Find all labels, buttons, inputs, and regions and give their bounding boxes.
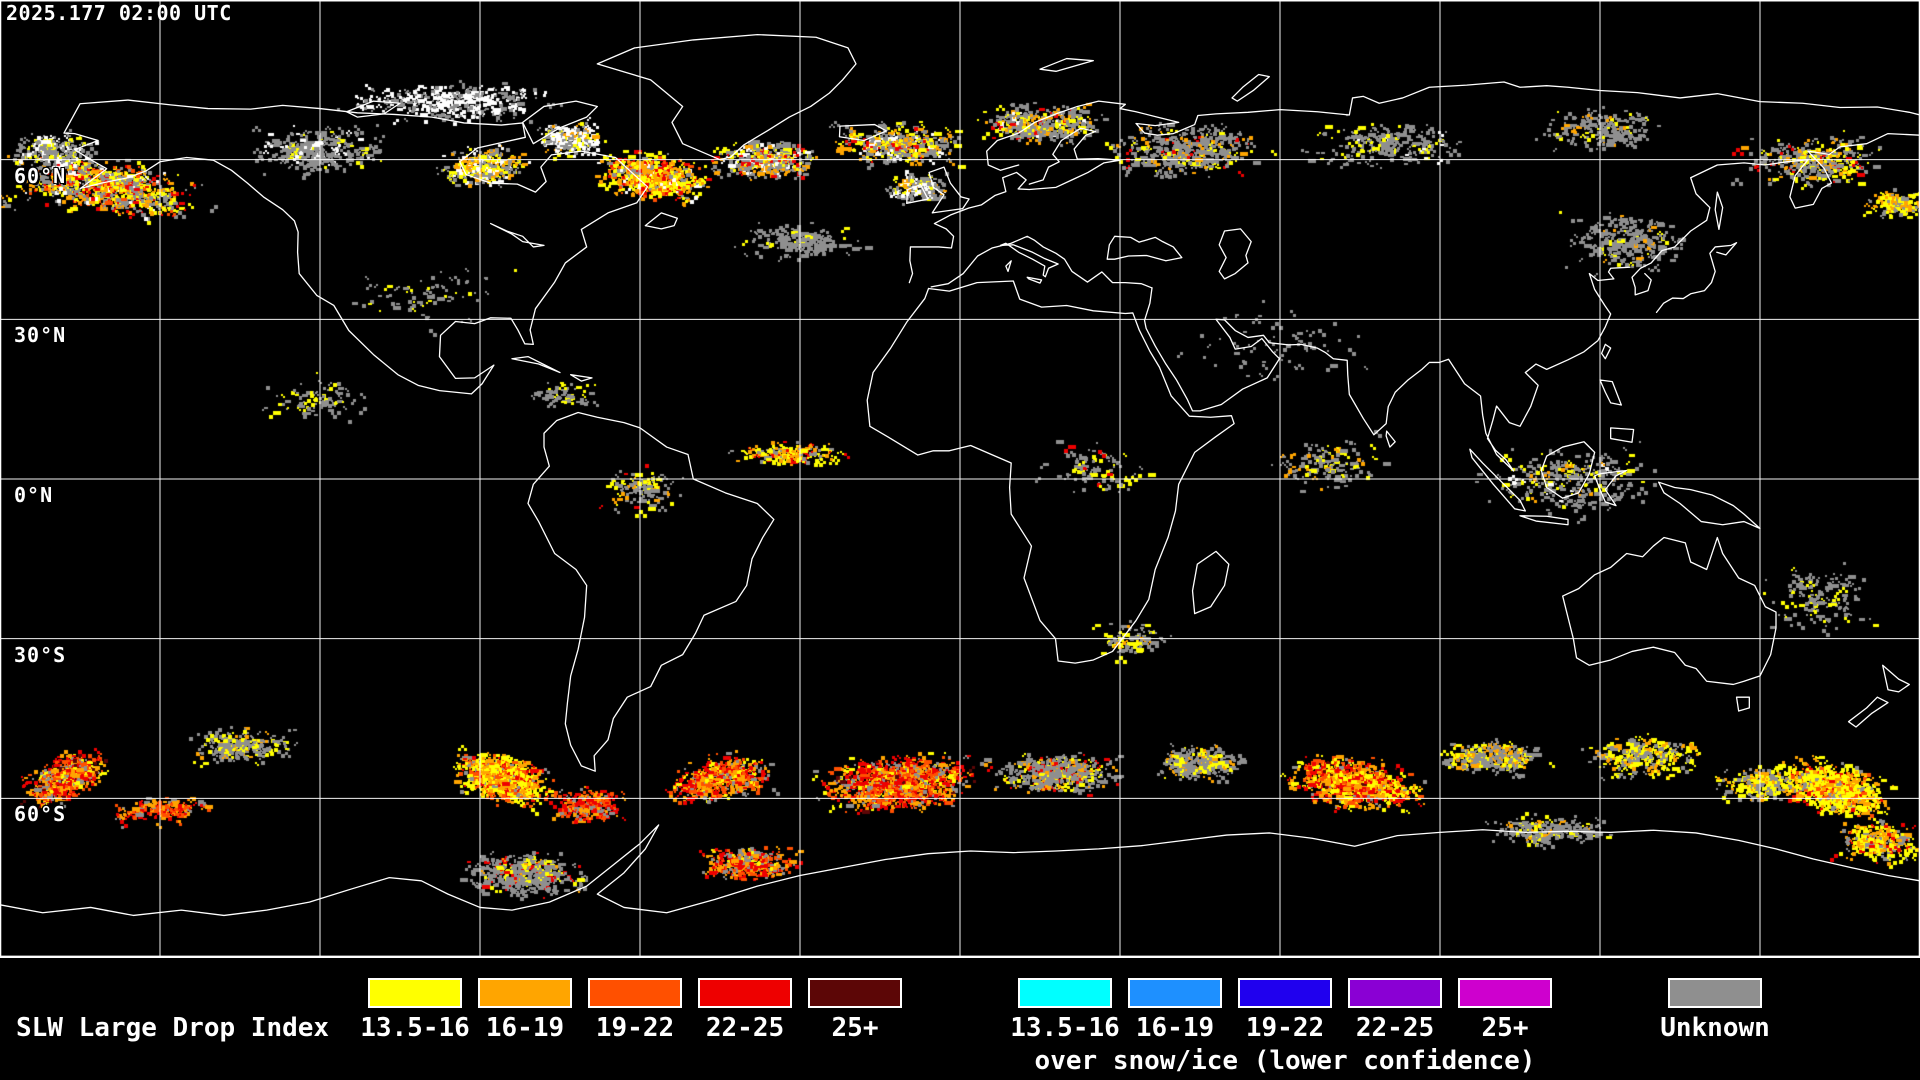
snowice-0-label: 13.5-16 <box>1010 1013 1120 1043</box>
liquid-1-swatch <box>478 978 572 1008</box>
snowice-1-label: 16-19 <box>1135 1013 1215 1043</box>
world-map-svg <box>0 0 1920 958</box>
map-border <box>0 0 1920 958</box>
map-area: 2025.177 02:00 UTC 60°N 30°N 0°N 30°S 60°S <box>0 0 1920 958</box>
snowice-4-swatch <box>1458 978 1552 1008</box>
snowice-4-label: 25+ <box>1481 1013 1529 1043</box>
lat-label-1: 30°N <box>14 323 67 347</box>
lat-label-0: 60°N <box>14 164 67 188</box>
legend-subtitle: over snow/ice (lower confidence) <box>1034 1046 1536 1076</box>
liquid-1-label: 16-19 <box>485 1013 565 1043</box>
snowice-1-swatch <box>1128 978 1222 1008</box>
lat-label-3: 30°S <box>14 643 67 667</box>
liquid-2-swatch <box>588 978 682 1008</box>
lat-label-2: 0°N <box>14 483 54 507</box>
legend-title: SLW Large Drop Index <box>16 1013 330 1043</box>
snowice-0-swatch <box>1018 978 1112 1008</box>
liquid-3-label: 22-25 <box>705 1013 785 1043</box>
liquid-0-label: 13.5-16 <box>360 1013 470 1043</box>
liquid-0-swatch <box>368 978 462 1008</box>
liquid-3-swatch <box>698 978 792 1008</box>
grid-lines <box>0 0 1920 958</box>
legend: SLW Large Drop Index 13.5-16 16-19 19-22 22… <box>0 958 1920 1080</box>
liquid-4-label: 25+ <box>831 1013 879 1043</box>
coastlines <box>0 35 1920 916</box>
unknown-swatch <box>1668 978 1762 1008</box>
liquid-2-label: 19-22 <box>595 1013 675 1043</box>
snowice-3-swatch <box>1348 978 1442 1008</box>
timestamp-label: 2025.177 02:00 UTC <box>6 1 232 25</box>
snowice-2-label: 19-22 <box>1245 1013 1325 1043</box>
liquid-4-swatch <box>808 978 902 1008</box>
snowice-3-label: 22-25 <box>1355 1013 1435 1043</box>
unknown-label: Unknown <box>1660 1013 1770 1043</box>
lat-label-4: 60°S <box>14 802 67 826</box>
snowice-2-swatch <box>1238 978 1332 1008</box>
